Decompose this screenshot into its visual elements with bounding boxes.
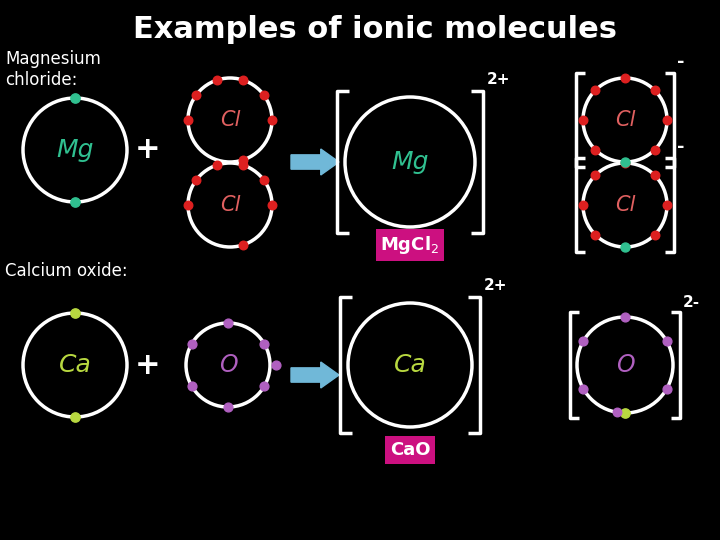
Text: Ca: Ca	[58, 353, 91, 377]
Point	[186, 340, 197, 348]
Point	[222, 319, 234, 327]
Text: Mg: Mg	[56, 138, 94, 162]
FancyArrow shape	[291, 362, 339, 388]
Text: 2-: 2-	[683, 295, 700, 310]
Point	[211, 76, 222, 84]
Text: +: +	[135, 136, 161, 165]
Point	[266, 201, 278, 210]
Point	[577, 384, 589, 393]
Point	[69, 309, 81, 318]
Point	[590, 231, 601, 239]
Text: Magnesium
chloride:: Magnesium chloride:	[5, 50, 101, 89]
Text: +: +	[135, 350, 161, 380]
Point	[590, 171, 601, 180]
Text: CaO: CaO	[390, 441, 431, 459]
Point	[237, 156, 248, 164]
Point	[590, 145, 601, 154]
Point	[649, 86, 660, 94]
FancyArrow shape	[291, 149, 339, 175]
Point	[590, 86, 601, 94]
Point	[258, 176, 270, 185]
Point	[661, 384, 672, 393]
Point	[611, 408, 622, 416]
Text: Mg: Mg	[391, 150, 428, 174]
Point	[237, 76, 248, 84]
Point	[190, 91, 202, 100]
Point	[649, 231, 660, 239]
Point	[577, 336, 589, 345]
Text: Cl: Cl	[220, 195, 240, 215]
Point	[577, 201, 589, 210]
Point	[619, 242, 631, 251]
Text: O: O	[616, 353, 634, 377]
Point	[619, 313, 631, 321]
Point	[69, 413, 81, 421]
Text: Cl: Cl	[220, 110, 240, 130]
Point	[190, 176, 202, 185]
Point	[182, 116, 194, 124]
Point	[258, 91, 270, 100]
Point	[69, 198, 81, 206]
Point	[237, 241, 248, 249]
Text: Cl: Cl	[615, 195, 635, 215]
Point	[69, 93, 81, 102]
Text: 2+: 2+	[487, 72, 510, 87]
Point	[649, 171, 660, 180]
Point	[258, 340, 270, 348]
Point	[661, 336, 672, 345]
Point	[619, 159, 631, 167]
Text: Calcium oxide:: Calcium oxide:	[5, 262, 127, 280]
Point	[649, 145, 660, 154]
Point	[619, 73, 631, 82]
Text: O: O	[219, 353, 238, 377]
Text: MgCl$_2$: MgCl$_2$	[380, 234, 439, 256]
Point	[661, 116, 672, 124]
Point	[258, 382, 270, 390]
Point	[270, 361, 282, 369]
Point	[211, 161, 222, 170]
Point	[237, 161, 248, 170]
Point	[266, 116, 278, 124]
Text: Examples of ionic molecules: Examples of ionic molecules	[133, 15, 617, 44]
Text: Ca: Ca	[394, 353, 426, 377]
Text: -: -	[677, 53, 685, 71]
Point	[619, 409, 631, 417]
Text: 2+: 2+	[484, 278, 508, 293]
Point	[182, 201, 194, 210]
Point	[222, 403, 234, 411]
Text: -: -	[677, 138, 685, 156]
Point	[186, 382, 197, 390]
Point	[577, 116, 589, 124]
Text: Cl: Cl	[615, 110, 635, 130]
Point	[661, 201, 672, 210]
Point	[619, 158, 631, 166]
